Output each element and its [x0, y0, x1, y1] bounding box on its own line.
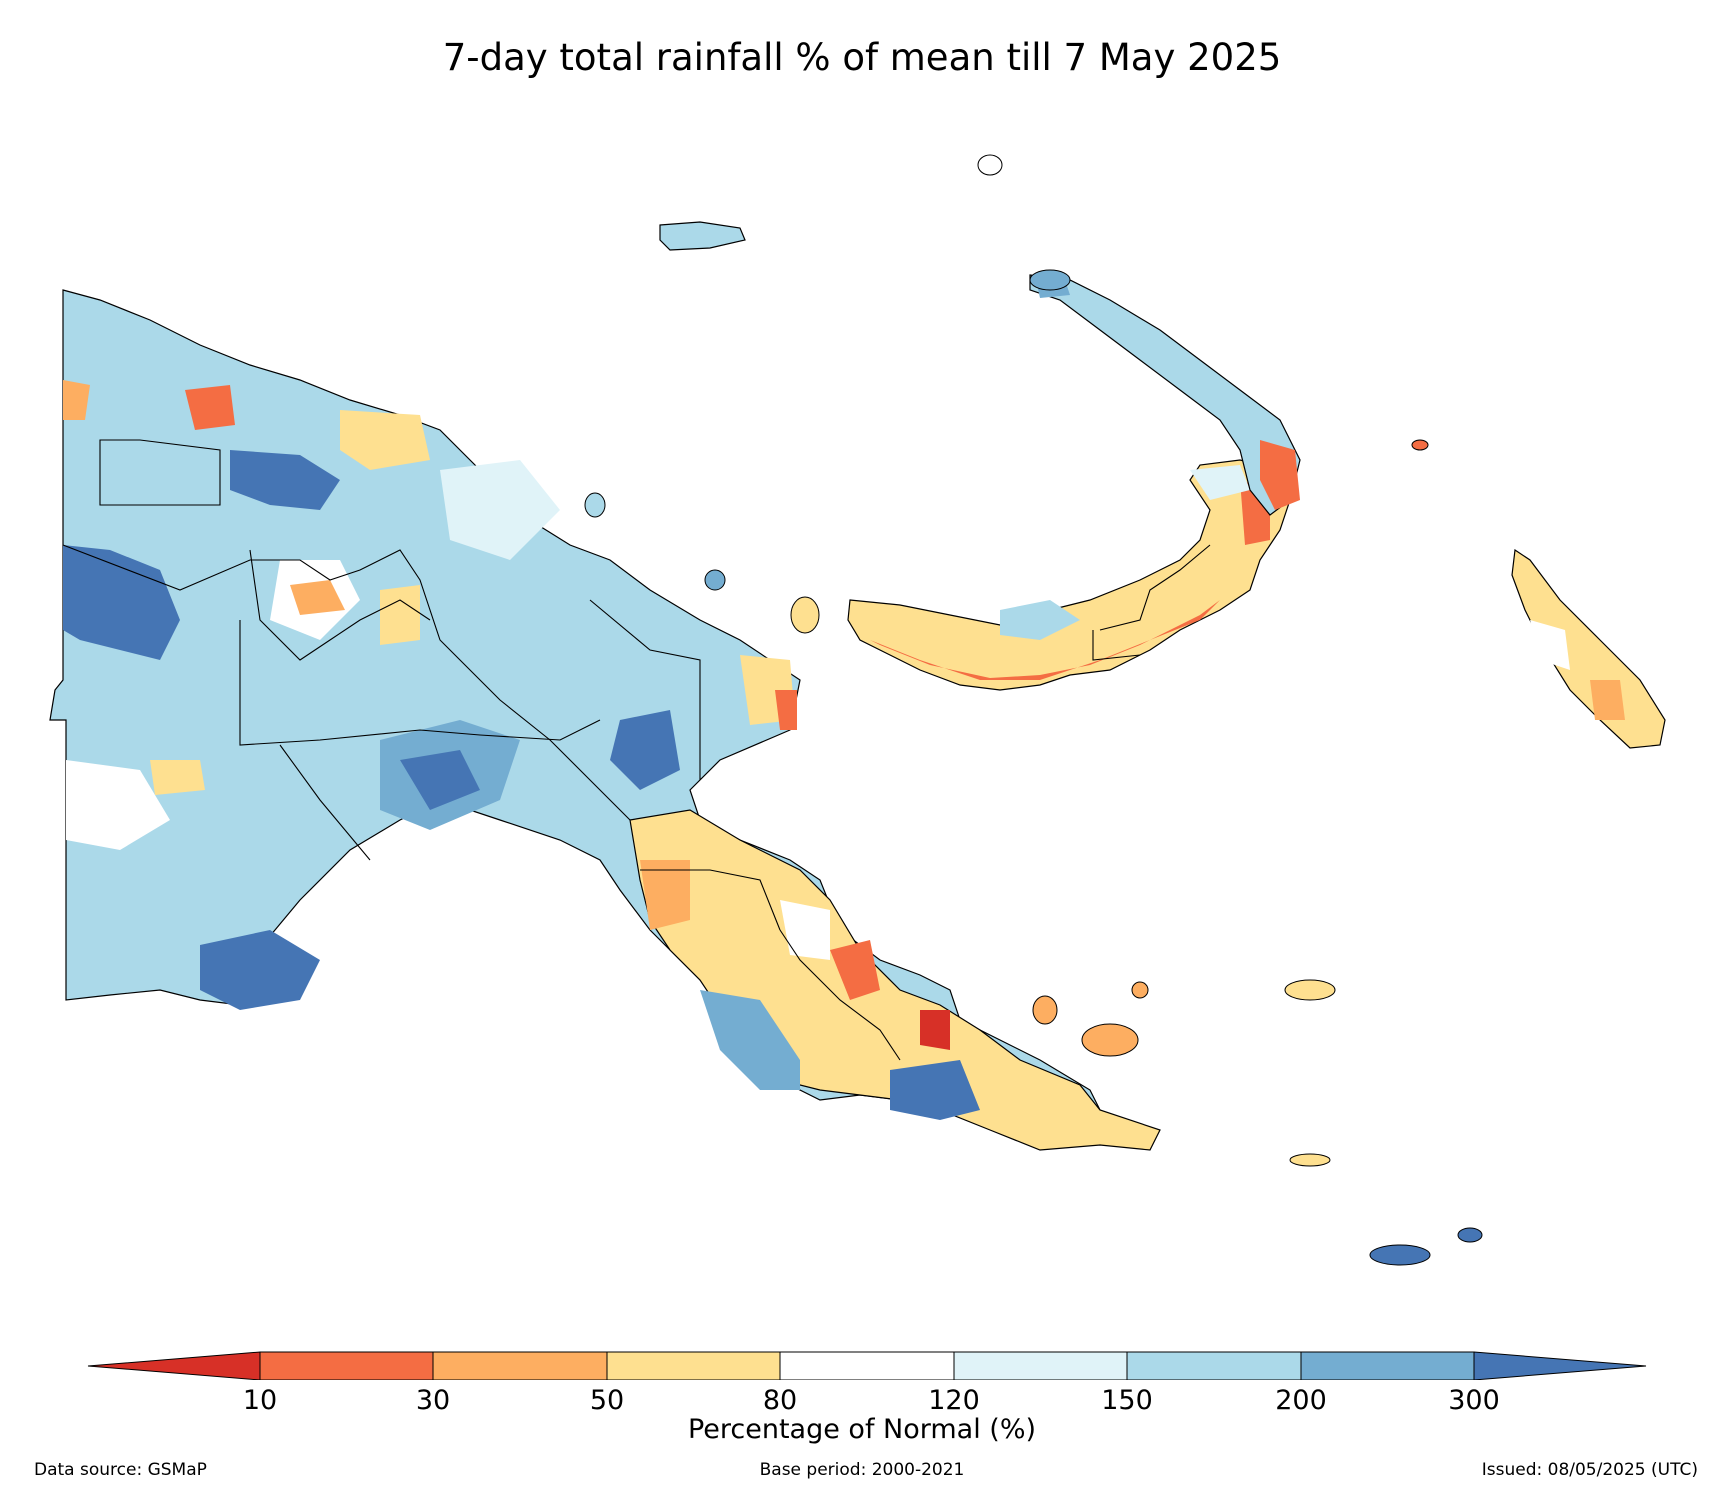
new-ireland-dry	[1260, 440, 1300, 510]
dry-patch-central	[290, 580, 345, 615]
wet-region-south-core	[400, 750, 480, 810]
island	[1081, 1023, 1139, 1057]
colorbar-bin-200-300	[1300, 1351, 1475, 1380]
bougainville-shape	[1511, 548, 1666, 749]
bougainville-dry	[1590, 680, 1625, 720]
island	[1284, 979, 1336, 1001]
peninsula-white	[780, 900, 830, 960]
base-period-note: Base period: 2000-2021	[759, 1460, 965, 1480]
island	[1029, 269, 1071, 291]
issued-date-note: Issued: 08/05/2025 (UTC)	[1481, 1460, 1698, 1480]
rainfall-map	[49, 154, 1666, 1266]
colorbar-tick-label: 150	[1101, 1385, 1153, 1416]
map-title: 7-day total rainfall % of mean till 7 Ma…	[442, 36, 1282, 79]
wet-region-central	[230, 450, 340, 510]
peninsula-dry-2	[920, 1010, 950, 1050]
white-region-2	[440, 460, 560, 560]
province-boundaries	[62, 439, 1211, 1061]
colorbar-tick-label: 120	[928, 1385, 980, 1416]
dry-patch-north	[185, 385, 235, 430]
island	[1457, 1227, 1483, 1243]
peninsula-wet	[700, 990, 800, 1090]
colorbar-bin-150-200	[1126, 1351, 1302, 1380]
colorbar-bin-50-80	[606, 1351, 781, 1380]
colorbar-bin-120-150	[953, 1351, 1128, 1380]
new-britain-wet-2	[1190, 465, 1250, 500]
colorbar-tick-label: 50	[589, 1385, 625, 1416]
data-source-note: Data source: GSMaP	[34, 1460, 207, 1480]
colorbar-tick-label: 200	[1275, 1385, 1327, 1416]
new-ireland	[1029, 274, 1301, 516]
dry-patch-central-2	[380, 585, 420, 645]
colorbar-label: Percentage of Normal (%)	[687, 1414, 1037, 1445]
bougainville	[1511, 548, 1666, 749]
small-islands	[584, 154, 1483, 1266]
colorbar-tick-label: 10	[242, 1385, 278, 1416]
white-region-3	[66, 760, 170, 850]
mainland	[49, 289, 1111, 1146]
manus-island	[659, 221, 746, 251]
peninsula-dry	[830, 940, 880, 1000]
island	[1369, 1244, 1431, 1266]
island	[977, 154, 1003, 176]
dry-patch-north-2	[340, 410, 430, 470]
wet-region-southwest	[200, 930, 320, 1010]
island	[1289, 1153, 1331, 1167]
colorbar-extend-low	[87, 1351, 261, 1380]
new-britain-wet	[1000, 600, 1080, 640]
colorbar-bin-30-50	[432, 1351, 608, 1380]
peninsula-wet-2	[890, 1060, 980, 1120]
new-britain	[847, 459, 1291, 691]
colorbar	[87, 1351, 1647, 1380]
island	[1411, 439, 1429, 451]
new-britain-south-dry	[870, 600, 1220, 680]
colorbar-extend-high	[1473, 1351, 1647, 1380]
peninsula-dry-3	[640, 860, 690, 930]
island	[1131, 981, 1149, 999]
new-britain-shape	[847, 459, 1291, 691]
island	[1032, 995, 1058, 1025]
colorbar-tick-label: 30	[415, 1385, 451, 1416]
bougainville-white	[1530, 620, 1570, 670]
colorbar-tick-label: 80	[762, 1385, 798, 1416]
colorbar-tick-label: 300	[1448, 1385, 1500, 1416]
island	[704, 569, 726, 591]
dry-patch-west-2	[63, 380, 90, 420]
island	[790, 596, 820, 634]
dry-patch-east-2	[775, 690, 797, 730]
papuan-peninsula	[629, 809, 1161, 1151]
wet-region-west	[63, 545, 180, 660]
dry-patch-west	[150, 760, 205, 795]
wet-region-east	[610, 710, 680, 790]
colorbar-bin-80-120	[779, 1351, 955, 1380]
colorbar-bin-10-30	[259, 1351, 434, 1380]
island	[584, 492, 606, 518]
